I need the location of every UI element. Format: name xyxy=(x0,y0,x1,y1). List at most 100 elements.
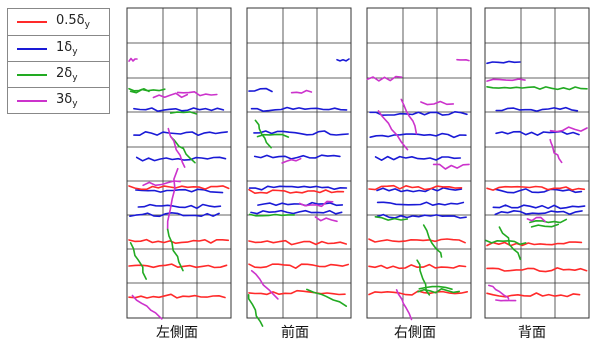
crack-0.5dy xyxy=(486,185,586,191)
crack-1dy xyxy=(253,154,341,160)
crack-3dy xyxy=(290,89,313,94)
crack-2dy xyxy=(418,285,453,291)
crack-2dy xyxy=(416,259,431,296)
legend-swatch xyxy=(17,74,47,76)
legend-item-3dy: 3δy xyxy=(8,87,109,114)
legend-swatch xyxy=(17,21,47,23)
crack-1dy xyxy=(133,107,225,112)
crack-0.5dy xyxy=(128,293,226,299)
crack-3dy xyxy=(549,126,588,133)
crack-3dy xyxy=(487,284,510,300)
crack-3dy xyxy=(395,288,413,321)
crack-3dy xyxy=(400,98,418,135)
crack-2dy xyxy=(170,136,196,164)
crack-0.5dy xyxy=(128,185,230,191)
crack-3dy xyxy=(298,200,334,208)
crack-1dy xyxy=(253,130,349,136)
crack-1dy xyxy=(133,131,228,136)
crack-2dy xyxy=(417,287,461,294)
crack-1dy xyxy=(369,111,468,116)
crack-1dy xyxy=(336,58,350,62)
crack-0.5dy xyxy=(128,263,228,269)
crack-3dy xyxy=(131,294,163,320)
crack-2dy xyxy=(169,111,198,115)
crack-3dy xyxy=(166,167,179,231)
crack-1dy xyxy=(137,203,222,210)
crack-1dy xyxy=(129,212,220,218)
crack-3dy xyxy=(176,91,218,97)
crack-1dy xyxy=(492,204,586,210)
legend-label: 3δ xyxy=(56,92,73,107)
crack-3dy xyxy=(314,216,338,223)
crack-2dy xyxy=(486,86,588,91)
crack-2dy xyxy=(422,224,443,258)
crack-2dy xyxy=(129,242,147,280)
crack-1dy xyxy=(248,185,348,191)
panel-label-front: 前面 xyxy=(281,325,309,341)
crack-0.5dy xyxy=(486,292,581,298)
crack-1dy xyxy=(135,188,224,194)
crack-1dy xyxy=(369,132,467,139)
wall-panel-front xyxy=(246,7,352,319)
crack-3dy xyxy=(128,57,138,62)
crack-0.5dy xyxy=(248,188,345,194)
crack-2dy xyxy=(485,239,527,246)
legend-subscript: y xyxy=(72,99,78,109)
crack-3dy xyxy=(366,75,403,82)
crack-3dy xyxy=(281,157,302,164)
crack-2dy xyxy=(498,226,522,261)
crack-2dy xyxy=(248,213,296,217)
crack-1dy xyxy=(495,130,580,136)
crack-2dy xyxy=(128,87,150,93)
crack-0.5dy xyxy=(368,263,467,270)
crack-1dy xyxy=(248,87,273,93)
crack-1dy xyxy=(250,106,348,112)
crack-2dy xyxy=(166,228,184,272)
crack-1dy xyxy=(374,155,462,161)
crack-3dy xyxy=(432,163,470,170)
crack-0.5dy xyxy=(248,263,350,270)
wall-panel-back xyxy=(484,7,590,319)
crack-0.5dy xyxy=(368,184,463,191)
crack-0.5dy xyxy=(368,238,466,244)
crack-1dy xyxy=(376,213,467,219)
crack-3dy xyxy=(250,269,279,300)
crack-3dy xyxy=(152,92,189,99)
crack-0.5dy xyxy=(248,289,346,296)
crack-3dy xyxy=(420,100,455,106)
legend-swatch xyxy=(17,48,47,50)
legend: 0.5δy 1δy 2δy 3δy xyxy=(7,8,110,114)
crack-3dy xyxy=(549,138,563,164)
legend-item-0.5dy: 0.5δy xyxy=(8,9,109,35)
legend-item-1dy: 1δy xyxy=(8,35,109,62)
crack-1dy xyxy=(486,60,521,65)
crack-0.5dy xyxy=(128,238,230,244)
crack-3dy xyxy=(167,127,186,168)
crack-0.5dy xyxy=(486,267,588,273)
crack-1dy xyxy=(494,188,583,194)
legend-subscript: y xyxy=(72,47,78,57)
crack-3dy xyxy=(377,110,409,151)
crack-2dy xyxy=(254,119,272,149)
legend-label: 0.5δ xyxy=(56,13,85,28)
crack-2dy xyxy=(247,293,264,327)
legend-swatch xyxy=(17,100,47,102)
crack-1dy xyxy=(495,106,579,112)
crack-3dy xyxy=(456,58,470,62)
panel-label-back: 背面 xyxy=(518,325,546,341)
legend-label: 1δ xyxy=(56,40,73,55)
crack-1dy xyxy=(376,201,465,206)
panel-label-left-side: 左側面 xyxy=(156,325,198,341)
legend-subscript: y xyxy=(72,73,78,83)
wall-panel-right-side xyxy=(366,7,472,319)
crack-2dy xyxy=(374,216,409,221)
legend-item-2dy: 2δy xyxy=(8,61,109,88)
crack-3dy xyxy=(495,299,517,302)
crack-1dy xyxy=(376,187,463,193)
crack-0.5dy xyxy=(248,239,348,246)
crack-2dy xyxy=(529,218,568,224)
panel-label-right-side: 右側面 xyxy=(394,325,436,341)
crack-1dy xyxy=(250,209,343,215)
crack-1dy xyxy=(494,210,583,216)
